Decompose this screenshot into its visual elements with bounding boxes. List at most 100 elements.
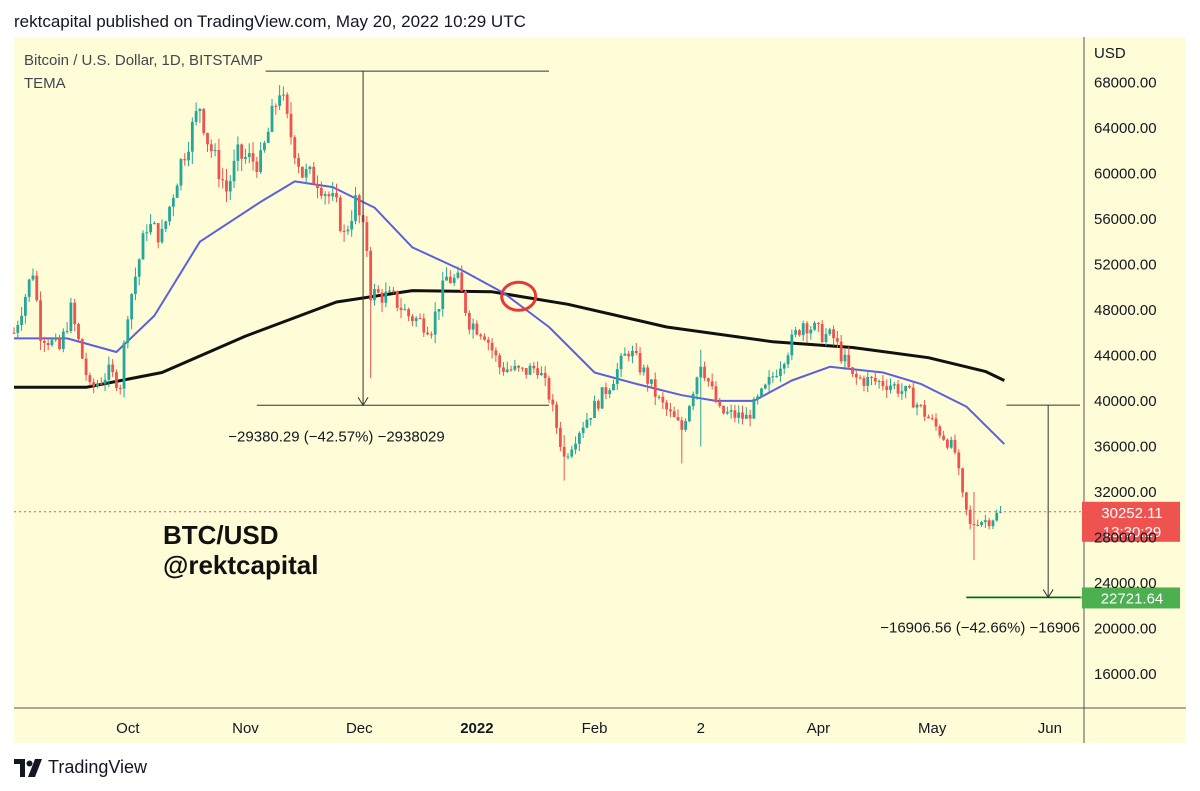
candle (69, 297, 73, 334)
candle (729, 404, 733, 419)
candle (103, 373, 107, 392)
candle-body (786, 355, 790, 365)
candle-body (858, 377, 862, 379)
candle-body (319, 187, 323, 196)
candle (452, 273, 456, 287)
candle-body (357, 195, 361, 216)
candle (145, 224, 149, 242)
candle (403, 303, 407, 311)
candle (183, 153, 187, 166)
candle-body (691, 393, 695, 407)
candle-body (221, 179, 225, 181)
x-tick-label: Jun (1038, 720, 1062, 737)
candle-body (16, 324, 20, 333)
candle (399, 298, 403, 319)
candle (676, 409, 680, 422)
candle (509, 365, 513, 372)
measure-arrow-icon (1042, 589, 1054, 599)
candle-body (31, 275, 35, 280)
candle-body (88, 375, 92, 383)
candle (407, 307, 411, 322)
candle (471, 318, 475, 339)
candle (809, 325, 813, 340)
candle-body (255, 161, 259, 173)
y-tick-label: 24000.00 (1094, 575, 1157, 592)
candle-body (604, 387, 608, 395)
candle (779, 361, 782, 382)
candle (247, 143, 251, 164)
candle-body (96, 383, 99, 387)
candle (900, 383, 904, 400)
candle (722, 405, 725, 415)
candle-body (737, 412, 741, 418)
candle (221, 168, 225, 189)
candle (99, 377, 103, 385)
candle-body (471, 323, 475, 330)
candle (422, 313, 426, 337)
candle-body (574, 443, 577, 450)
candle-body (847, 354, 851, 368)
candle-body (976, 524, 980, 526)
candle (934, 413, 938, 431)
candle-body (388, 290, 392, 292)
candle (870, 375, 873, 386)
candle (209, 139, 213, 158)
candle-body (517, 365, 521, 368)
y-tick-label: 48000.00 (1094, 302, 1157, 319)
candle (122, 340, 126, 398)
candle (88, 372, 92, 386)
candle (149, 214, 152, 235)
candle (854, 371, 858, 385)
candle (335, 183, 338, 203)
candle-body (342, 230, 346, 232)
candle-body (115, 372, 118, 389)
candle (835, 330, 839, 348)
candle (213, 143, 217, 157)
watermark-pair: BTC/USD (163, 520, 279, 550)
candle-body (631, 350, 634, 357)
candle (270, 99, 274, 133)
candle (972, 491, 976, 561)
candle-body (171, 197, 175, 207)
candle-body (801, 323, 805, 336)
candle-body (380, 292, 384, 303)
candle (225, 168, 228, 203)
candle (346, 225, 350, 235)
candle (832, 325, 835, 346)
candle (137, 258, 141, 286)
candle-body (441, 280, 445, 310)
candle-body (661, 396, 665, 403)
x-tick-label: May (918, 720, 947, 737)
candle-body (130, 294, 134, 320)
candle (316, 175, 319, 199)
candle (885, 379, 889, 398)
candle (710, 373, 714, 390)
candle-body (930, 418, 934, 420)
candle (384, 282, 388, 308)
current-price-label-box (1082, 501, 1180, 542)
candle (570, 445, 574, 459)
candle (536, 361, 540, 379)
candle-body (407, 309, 411, 317)
crossover-circle (500, 280, 538, 312)
candle-body (50, 339, 54, 346)
candle (92, 378, 96, 394)
candle-body (513, 365, 517, 370)
candle-body (58, 337, 61, 349)
candle (915, 402, 919, 416)
candle (919, 404, 923, 408)
candle-body (84, 358, 88, 376)
candle-body (600, 387, 604, 409)
candle-body (995, 512, 999, 521)
measure-annotation: −29380.29 (−42.57%) −2938029 (228, 70, 549, 445)
candle (847, 346, 851, 369)
candle (293, 135, 297, 165)
footer-brand: TradingView (14, 757, 147, 778)
candle-body (540, 372, 543, 376)
candle (228, 175, 232, 201)
candle (141, 230, 145, 260)
candle-body (957, 452, 961, 469)
candle (388, 286, 392, 293)
candle-body (771, 376, 775, 378)
